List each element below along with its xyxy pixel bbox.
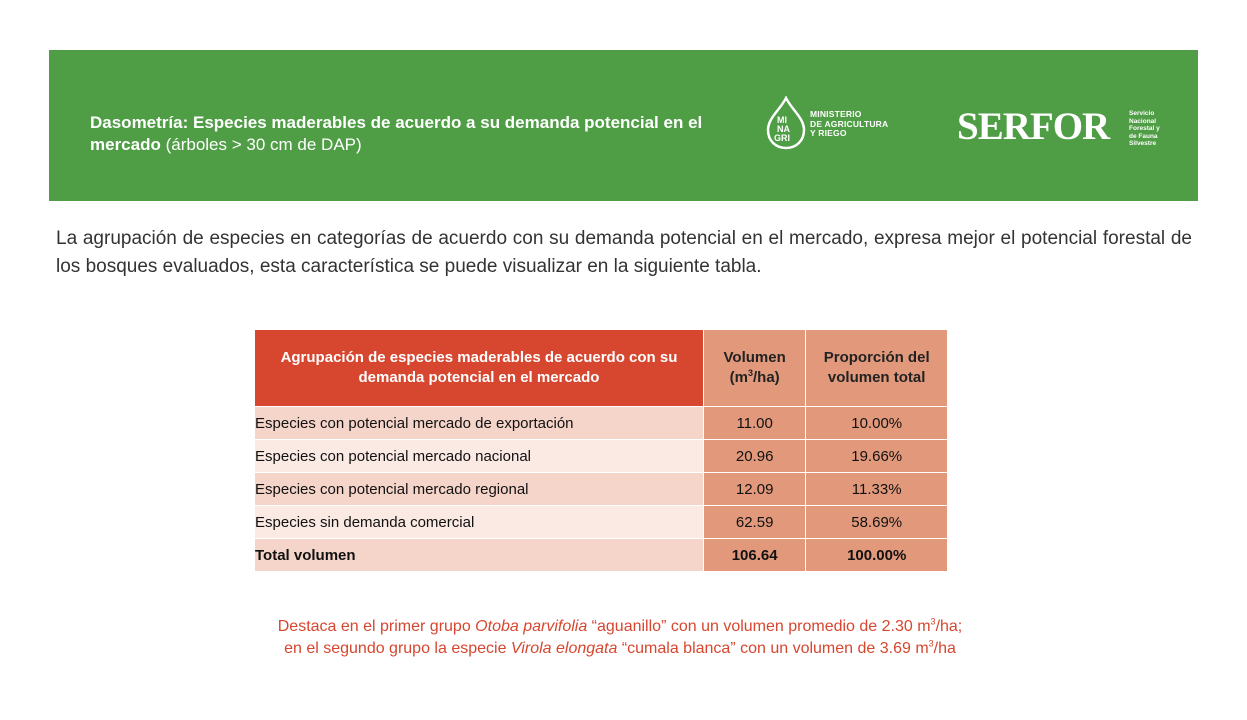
row-volume: 11.00 [702,406,807,440]
note-l1-sup: 3 [930,616,936,627]
minagri-logo: MI NA GRI MINISTERIO DE AGRICULTURA Y RI… [766,96,916,150]
header-volume: Volumen (m3/ha) [702,329,807,407]
minagri-line3: Y RIEGO [810,128,847,138]
row-share: 58.69% [805,505,948,539]
table-row: Especies con potencial mercado de export… [254,406,948,440]
slide-title-bold: Dasometría: Especies maderables de acuer… [90,113,703,154]
header-banner: Dasometría: Especies maderables de acuer… [49,50,1198,201]
note-l1-species: Otoba parvifolia [475,618,588,635]
note-l2-b: “cumala blanca” con un volumen de 3.69 m [617,640,929,657]
minagri-drop-l2: NA [777,124,790,134]
note-l1-a: Destaca en el primer grupo [277,618,476,635]
row-label: Especies con potencial mercado nacional [254,439,704,473]
highlight-note: Destaca en el primer grupo Otoba parvifo… [120,616,1120,660]
note-l2-sup: 3 [928,638,934,649]
minagri-drop-l3: GRI [774,133,790,143]
serfor-sub5: Silvestre [1129,140,1157,147]
row-volume: 62.59 [702,505,807,539]
note-l1-b: “aguanillo” con un volumen promedio de 2… [587,618,931,635]
note-line-2: en el segundo grupo la especie Virola el… [120,638,1120,660]
table-row: Especies sin demanda comercial 62.59 58.… [254,505,948,539]
serfor-sub4: de Fauna [1129,132,1158,140]
header-grouping: Agrupación de especies maderables de acu… [254,329,704,407]
intro-paragraph: La agrupación de especies en categorías … [56,228,1192,277]
total-volume: 106.64 [702,538,807,572]
header-volume-a: Volumen (m [723,349,786,386]
slide-title: Dasometría: Especies maderables de acuer… [90,112,730,156]
table-row: Especies con potencial mercado regional … [254,472,948,506]
minagri-drop-l1: MI [777,115,787,125]
minagri-drop-icon: MI NA GRI [766,96,806,150]
header-volume-b: /ha) [753,369,780,386]
species-table: Agrupación de especies maderables de acu… [254,329,948,572]
note-l2-a: en el segundo grupo la especie [284,640,511,657]
note-line-1: Destaca en el primer grupo Otoba parvifo… [120,616,1120,638]
minagri-text: MINISTERIO DE AGRICULTURA Y RIEGO [810,109,889,139]
serfor-sub2: Nacional [1129,117,1157,125]
table-row: Especies con potencial mercado nacional … [254,439,948,473]
header-volume-sup: 3 [747,368,753,378]
minagri-line1: MINISTERIO [810,109,862,119]
note-l2-species: Virola elongata [510,640,618,657]
row-share: 19.66% [805,439,948,473]
table-header-row: Agrupación de especies maderables de acu… [254,329,948,407]
slide-title-rest: (árboles > 30 cm de DAP) [160,135,362,154]
serfor-logo: SERFOR Servicio Nacional Forestal y de F… [957,105,1167,148]
row-label: Especies con potencial mercado de export… [254,406,704,440]
row-volume: 20.96 [702,439,807,473]
row-label: Especies sin demanda comercial [254,505,704,539]
serfor-name: SERFOR [957,105,1110,148]
row-share: 10.00% [805,406,948,440]
row-volume: 12.09 [702,472,807,506]
row-label: Especies con potencial mercado regional [254,472,704,506]
note-l2-c: /ha [933,640,956,657]
total-share: 100.00% [805,538,948,572]
table-total-row: Total volumen 106.64 100.00% [254,538,948,572]
row-share: 11.33% [805,472,948,506]
header-proportion: Proporción del volumen total [805,329,948,407]
serfor-sub1: Servicio [1129,110,1155,117]
serfor-sub3: Forestal y [1129,125,1160,132]
total-label: Total volumen [254,538,704,572]
minagri-line2: DE AGRICULTURA [810,118,889,129]
serfor-subtitle: Servicio Nacional Forestal y de Fauna Si… [1129,110,1160,148]
note-l1-c: /ha; [935,618,963,635]
